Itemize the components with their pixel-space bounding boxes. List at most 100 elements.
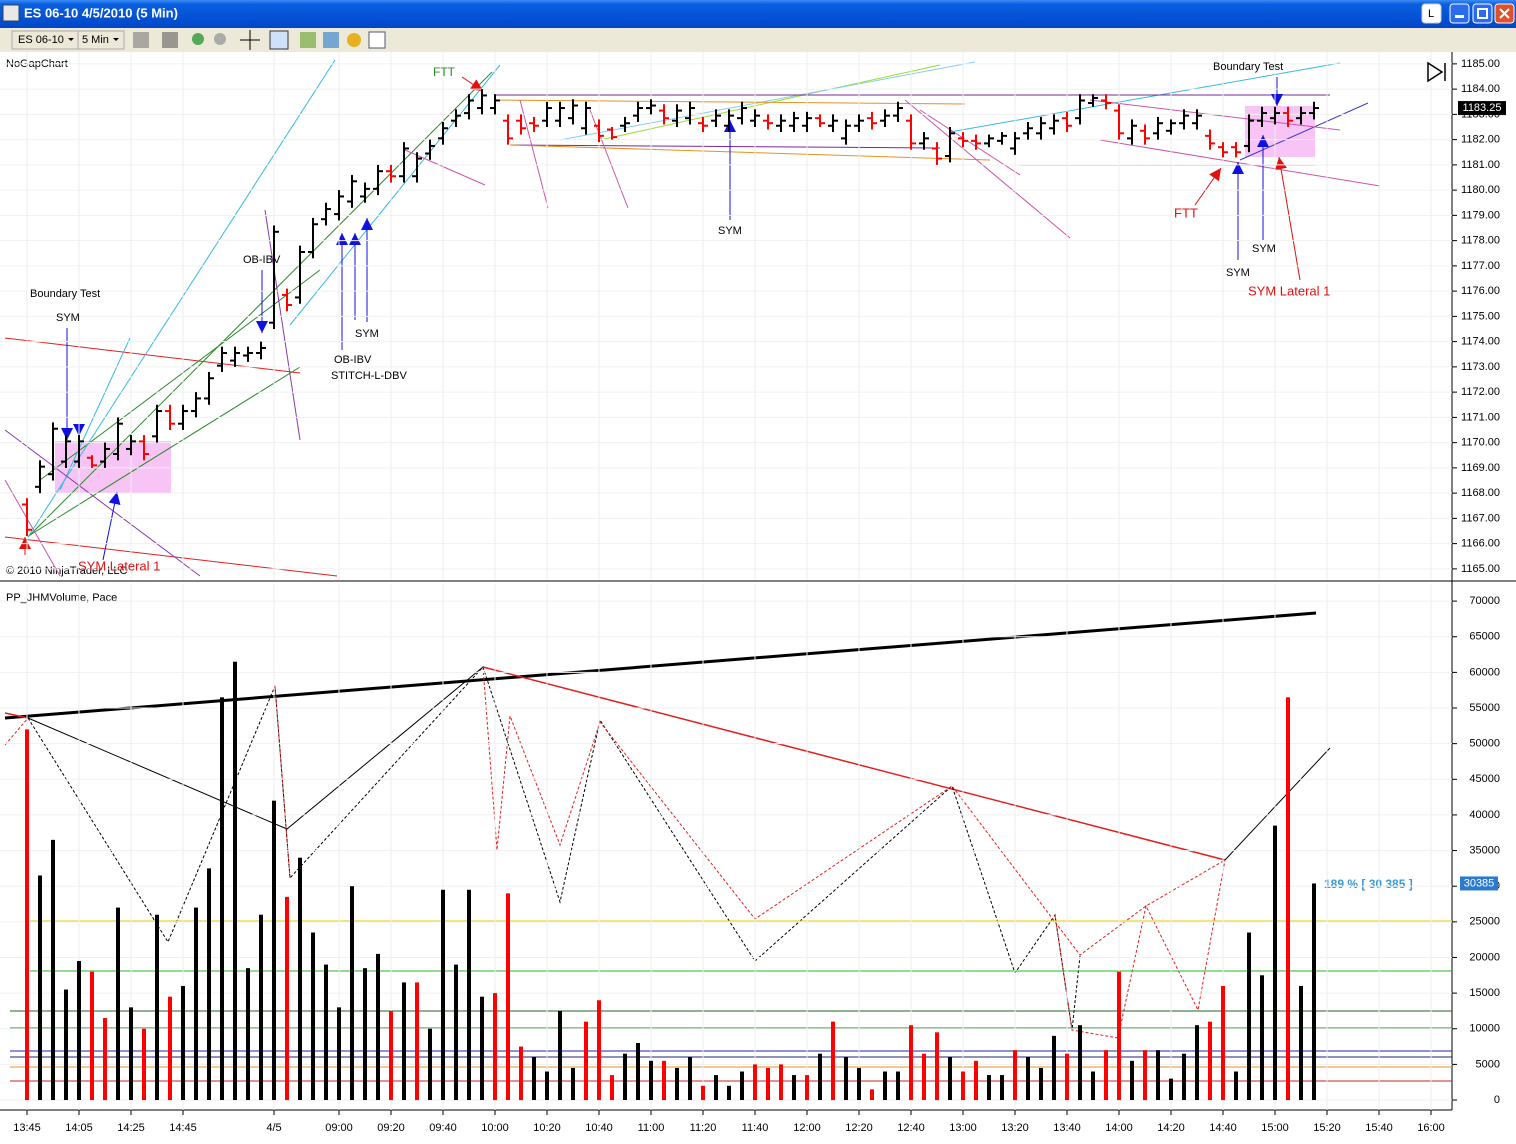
volume-bar <box>337 1007 341 1101</box>
volume-bar <box>285 896 289 1101</box>
drawing-line <box>274 685 291 879</box>
volume-bar <box>415 982 419 1101</box>
volume-bar <box>1013 1050 1017 1101</box>
toolbar <box>0 28 1516 52</box>
interval-selector[interactable] <box>77 30 125 50</box>
volume-bar <box>233 661 237 1101</box>
properties-icon[interactable] <box>269 30 289 50</box>
arrow-head <box>61 428 73 440</box>
order-icon[interactable] <box>347 33 361 47</box>
volume-bar <box>792 1075 796 1101</box>
y-tick-label: 1182.00 <box>1461 134 1500 146</box>
minimize-button[interactable] <box>1449 3 1470 24</box>
y-tick-label: 1177.00 <box>1461 260 1500 272</box>
volume-bar <box>740 1071 744 1101</box>
volume-bar <box>961 1071 965 1101</box>
x-tick-label: 14:05 <box>65 1122 93 1134</box>
volume-bar <box>584 1021 588 1101</box>
volume-bar <box>779 1064 783 1101</box>
drawing-line <box>509 144 941 149</box>
window-title: ES 06-10 4/5/2010 (5 Min) <box>24 5 178 20</box>
volume-bar <box>1234 1071 1238 1101</box>
annotation: STITCH-L-DBV <box>331 370 407 382</box>
indicator-icon[interactable] <box>323 32 339 48</box>
volume-bar <box>1039 1067 1043 1101</box>
zoom-in-icon[interactable] <box>192 33 204 45</box>
zoom-out-icon[interactable] <box>214 33 226 45</box>
last-price-label: 1183.25 <box>1463 102 1502 114</box>
volume-bar <box>51 839 55 1101</box>
strategy-icon[interactable] <box>300 32 316 48</box>
volume-bar <box>870 1089 874 1101</box>
volume-bar <box>766 1067 770 1101</box>
y-tick-label: 1181.00 <box>1461 159 1500 171</box>
toolbar-icons <box>133 30 386 50</box>
volume-bar <box>1078 1025 1082 1101</box>
annotation: OB-IBV <box>334 354 372 366</box>
x-tick-label: 11:40 <box>742 1122 769 1134</box>
volume-bar <box>545 1071 549 1101</box>
y-tick-label: 1174.00 <box>1461 336 1500 348</box>
minimize-glyph <box>1455 15 1464 18</box>
crosshair-icon[interactable] <box>240 30 260 50</box>
y-tick-label: 45000 <box>1469 773 1500 785</box>
volume-bar <box>493 993 497 1101</box>
drawing-line <box>1099 139 1381 187</box>
volume-bar <box>701 1085 705 1101</box>
y-tick-label: 70000 <box>1469 595 1500 607</box>
button-l[interactable] <box>1421 3 1442 24</box>
y-tick-label: 1184.00 <box>1461 83 1500 95</box>
last-value-marker <box>1460 876 1498 891</box>
x-tick-label: 12:20 <box>845 1122 873 1134</box>
y-tick-label: 20000 <box>1469 951 1500 963</box>
volume-bar <box>103 1018 107 1101</box>
volume-bar <box>259 914 263 1101</box>
annotation: SYM Lateral 1 <box>78 558 160 573</box>
volume-bar <box>727 1085 731 1101</box>
last-value-label: 30385 <box>1464 877 1495 889</box>
volume-bar <box>558 1010 562 1101</box>
y-tick-label: 10000 <box>1469 1023 1500 1035</box>
volume-bar <box>454 964 458 1101</box>
arrow-shaft <box>1278 156 1301 281</box>
volume-bar <box>935 1032 939 1101</box>
scroll-end-button[interactable] <box>1427 61 1446 83</box>
volume-bar <box>363 968 367 1101</box>
volume-bar <box>480 996 484 1101</box>
volume-bar <box>948 1057 952 1101</box>
data-box-icon[interactable] <box>368 31 386 49</box>
y-tick-label: 1166.00 <box>1461 538 1500 550</box>
draw-icon[interactable] <box>162 32 178 48</box>
arrow-head <box>1232 162 1244 174</box>
arrow-head <box>1209 168 1221 182</box>
y-tick-label: 1171.00 <box>1461 411 1500 423</box>
y-tick-label: 1168.00 <box>1461 487 1500 499</box>
y-tick-label: 1173.00 <box>1461 361 1500 373</box>
volume-bar <box>1091 1071 1095 1101</box>
x-tick-label: 14:20 <box>1157 1122 1185 1134</box>
x-tick-label: 14:25 <box>117 1122 145 1134</box>
y-tick-label: 1175.00 <box>1461 310 1500 322</box>
volume-bar <box>1169 1078 1173 1101</box>
annotation: SYM <box>1226 267 1250 279</box>
y-tick-label: 1172.00 <box>1461 386 1500 398</box>
y-tick-label: 60000 <box>1469 666 1500 678</box>
drawing-line <box>4 717 29 746</box>
volume-bar <box>1221 985 1225 1101</box>
volume-bar <box>64 989 68 1101</box>
volume-bar <box>1065 1053 1069 1101</box>
x-tick-label: 10:20 <box>533 1122 561 1134</box>
volume-bar <box>38 875 42 1101</box>
annotation: OB-IBV <box>243 254 281 266</box>
volume-bar <box>77 961 81 1101</box>
maximize-glyph <box>1477 8 1488 19</box>
volume-bar <box>883 1071 887 1101</box>
annotation: SYM <box>56 312 80 324</box>
arrow-head <box>19 537 31 549</box>
panel-label: PP_JHMVolume, Pace <box>6 592 117 604</box>
annotation: Boundary Test <box>30 288 100 300</box>
maximize-button[interactable] <box>1472 3 1493 24</box>
dropdown-arrow <box>68 38 74 41</box>
bars-icon[interactable] <box>133 32 149 48</box>
x-tick-label: 13:40 <box>1053 1122 1081 1134</box>
